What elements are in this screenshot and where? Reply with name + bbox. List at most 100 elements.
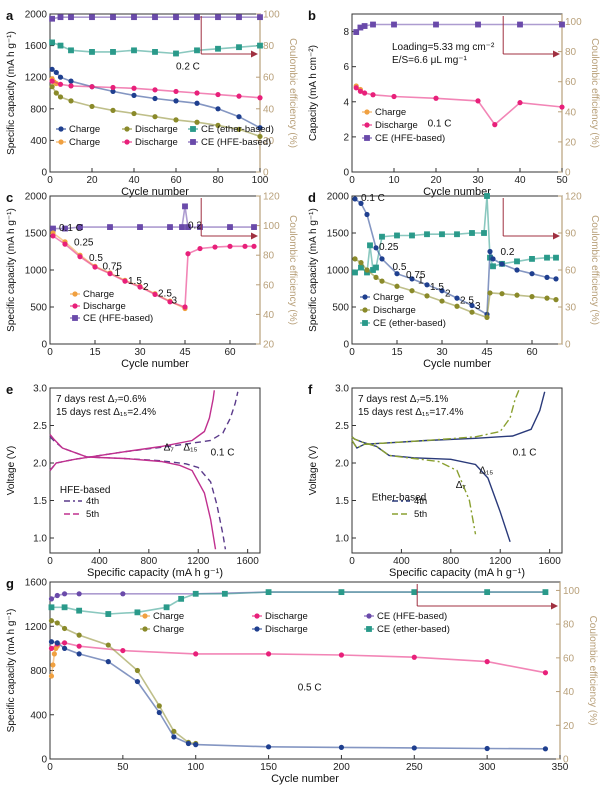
- y-tick-label: 1000: [327, 266, 350, 277]
- y-tick-label: 500: [332, 303, 349, 314]
- annotation: 0.1 C: [513, 448, 537, 459]
- data-point: [89, 84, 95, 90]
- legend-swatch: [58, 126, 64, 132]
- y-tick-label: 1.0: [335, 534, 349, 545]
- curve-point: [425, 440, 427, 442]
- data-point: [257, 14, 263, 21]
- data-point: [236, 114, 242, 120]
- curve-point: [179, 464, 181, 466]
- panel-letter: f: [308, 382, 313, 397]
- y2-tick-label: 100: [263, 221, 280, 232]
- curve-point: [237, 391, 239, 393]
- curve-point: [123, 451, 125, 453]
- legend-swatch: [124, 126, 130, 132]
- y-tick-label: 3.0: [335, 384, 349, 395]
- y2-axis-label: Coulombic efficiency (%): [587, 616, 598, 726]
- data-point: [236, 14, 242, 21]
- data-point: [517, 21, 523, 28]
- data-point: [236, 93, 242, 99]
- data-point: [236, 126, 242, 132]
- legend-swatch: [190, 126, 196, 132]
- x-tick-label: 800: [140, 556, 157, 567]
- data-point: [514, 267, 520, 273]
- series-5th-discharge: [351, 436, 477, 535]
- legend-swatch: [366, 626, 372, 632]
- y-tick-label: 4: [343, 97, 349, 108]
- curve-point: [204, 492, 206, 494]
- rate-label: 0.25: [379, 242, 399, 253]
- data-point: [152, 291, 158, 298]
- panel-f: f 0 400 800 1200 1600 1.0 1.5 2.0 2.5 3.0 Specific …: [308, 382, 563, 579]
- data-point: [61, 604, 68, 611]
- legend-label: Discharge: [265, 624, 308, 635]
- data-point: [484, 589, 491, 596]
- data-point: [338, 652, 345, 658]
- plot-frame: [351, 387, 563, 554]
- x-tick-label: 10: [388, 175, 400, 186]
- rate-label: 2.5: [460, 295, 474, 306]
- x-axis-label: Cycle number: [423, 358, 491, 370]
- data-point: [163, 604, 170, 611]
- data-point: [110, 49, 116, 55]
- y-tick-label: 800: [30, 104, 47, 115]
- x-tick-label: 100: [252, 175, 269, 186]
- data-point: [542, 746, 549, 752]
- series-charge-ether-based-: [48, 618, 199, 747]
- y-axis-label: Specific capacity (mA h g⁻¹): [6, 208, 17, 332]
- x-tick-label: 350: [552, 762, 569, 773]
- ce-axis-arrow-icon: [416, 584, 558, 610]
- info-text: E/S=6.6 μL mg⁻¹: [392, 55, 468, 66]
- data-point: [227, 243, 233, 249]
- data-point: [394, 271, 400, 277]
- annotation: Δ₇: [456, 480, 467, 491]
- data-point: [194, 14, 200, 21]
- curve-point: [469, 500, 471, 502]
- data-point: [185, 224, 191, 230]
- y-tick-label: 1500: [327, 229, 350, 240]
- series-trend: [51, 619, 196, 745]
- series-trend: [355, 23, 562, 33]
- curve-point: [222, 432, 224, 434]
- data-point: [433, 21, 439, 28]
- legend-label: CE (HFE-based): [201, 137, 271, 148]
- data-point: [173, 88, 179, 95]
- series-discharge-ether-based-: [49, 84, 263, 140]
- data-point: [454, 303, 460, 309]
- data-point: [173, 14, 179, 21]
- data-point: [370, 21, 376, 28]
- y-axis-label: Capacity (mA h cm⁻²): [308, 45, 319, 141]
- annotation: Ether-based: [372, 493, 426, 504]
- data-point: [68, 78, 74, 84]
- data-point: [76, 651, 82, 657]
- annotation: HFE-based: [60, 485, 111, 496]
- data-point: [379, 278, 385, 284]
- legend-label: Discharge: [375, 120, 418, 131]
- data-point: [182, 304, 188, 310]
- x-tick-label: 30: [134, 347, 146, 358]
- data-point: [357, 88, 363, 94]
- data-point: [152, 14, 158, 21]
- data-point: [192, 590, 199, 597]
- x-tick-label: 0: [349, 175, 355, 186]
- y2-tick-label: 40: [565, 107, 577, 118]
- x-tick-label: 20: [86, 175, 98, 186]
- data-point: [57, 81, 64, 87]
- plot-frame: [351, 13, 563, 173]
- y2-tick-label: 60: [263, 280, 275, 291]
- y2-tick-label: 40: [563, 687, 575, 698]
- data-point: [358, 200, 364, 206]
- annotation: 0.1 C: [211, 448, 235, 459]
- rate-label: 1.5: [128, 276, 142, 287]
- arrow-head: [251, 232, 258, 240]
- data-point: [48, 645, 55, 651]
- data-point: [215, 14, 221, 21]
- data-point: [194, 100, 200, 106]
- data-point: [352, 256, 358, 262]
- legend-label: 4th: [414, 496, 427, 507]
- series-ce-ether-based-: [49, 39, 263, 57]
- y-axis-label: Voltage (V): [6, 446, 17, 495]
- rate-label: 3: [172, 295, 178, 306]
- curve-point: [438, 461, 440, 463]
- data-point: [152, 49, 158, 55]
- legend-swatch: [72, 315, 78, 321]
